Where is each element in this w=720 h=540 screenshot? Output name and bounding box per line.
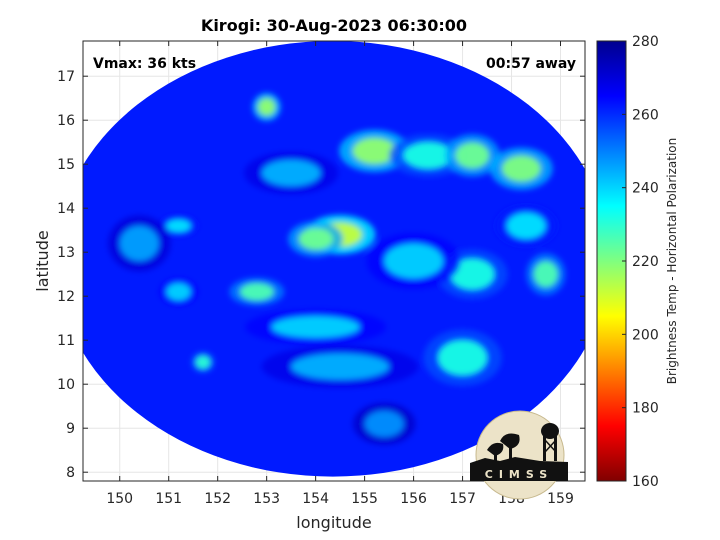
brightness-feature-core <box>166 219 191 233</box>
y-axis-label: latitude <box>33 230 52 291</box>
x-tick-label: 156 <box>400 491 427 507</box>
y-tick-label: 11 <box>57 333 75 349</box>
brightness-feature-core <box>298 228 333 250</box>
x-tick-label: 153 <box>253 491 280 507</box>
brightness-feature-core <box>291 353 390 380</box>
colorbar-tick-label: 280 <box>632 34 659 50</box>
colorbar-tick-label: 260 <box>632 107 659 123</box>
x-tick-label: 157 <box>449 491 476 507</box>
x-tick-label: 159 <box>547 491 574 507</box>
colorbar-label: Brightness Temp - Horizontal Polarizatio… <box>665 138 679 385</box>
brightness-feature-core <box>271 316 360 338</box>
x-tick-label: 155 <box>351 491 378 507</box>
y-tick-label: 12 <box>57 289 75 305</box>
y-tick-label: 14 <box>57 201 75 217</box>
y-tick-label: 15 <box>57 157 75 173</box>
x-axis-label: longitude <box>296 513 371 532</box>
brightness-feature-core <box>239 283 275 301</box>
colorbar-tick-label: 200 <box>632 327 659 343</box>
brightness-feature-core <box>119 225 159 261</box>
brightness-feature-core <box>261 159 321 187</box>
vmax-annotation: Vmax: 36 kts <box>93 56 196 72</box>
y-tick-label: 10 <box>57 377 75 393</box>
brightness-feature-core <box>506 212 546 239</box>
brightness-feature-core <box>364 410 404 437</box>
y-tick-label: 16 <box>57 113 75 129</box>
brightness-feature-core <box>257 98 276 116</box>
chart-title: Kirogi: 30-Aug-2023 06:30:00 <box>201 16 467 35</box>
brightness-feature-core <box>384 243 443 279</box>
colorbar-ticks: 160 180 200 220 240 260 280 <box>622 34 659 490</box>
brightness-features <box>107 92 566 445</box>
y-tick-label: 13 <box>57 245 75 261</box>
x-tick-label: 150 <box>106 491 133 507</box>
x-axis-ticks: 150 151 152 153 154 155 156 157 158 159 <box>106 41 574 507</box>
cimss-logo-text: CIMSS <box>485 468 553 481</box>
brightness-feature-core <box>195 355 211 369</box>
colorbar-tick-label: 220 <box>632 254 659 270</box>
y-tick-label: 8 <box>66 465 75 481</box>
colorbar-tick-label: 240 <box>632 181 659 197</box>
colorbar-tick-label: 180 <box>632 401 659 417</box>
x-tick-label: 154 <box>302 491 329 507</box>
brightness-feature-core <box>438 340 488 376</box>
cimss-logo: CIMSS <box>470 410 568 500</box>
brightness-feature-core <box>533 261 559 288</box>
brightness-feature-core <box>450 258 495 290</box>
brightness-feature-core <box>501 155 541 182</box>
brightness-feature-core <box>166 283 191 301</box>
time-offset-annotation: 00:57 away <box>486 56 576 72</box>
x-tick-label: 151 <box>155 491 182 507</box>
y-tick-label: 9 <box>66 421 75 437</box>
colorbar-gradient <box>596 40 627 482</box>
brightness-feature-core <box>403 142 453 169</box>
y-axis-ticks: 8 9 10 11 12 13 14 15 16 17 <box>57 69 585 481</box>
brightness-feature-core <box>352 137 397 165</box>
plot-frame <box>82 40 586 482</box>
y-tick-label: 17 <box>57 69 75 85</box>
x-tick-label: 152 <box>204 491 231 507</box>
colorbar: 160 180 200 220 240 260 280 Brightness Temp - … <box>596 34 679 490</box>
brightness-feature-core <box>455 142 490 169</box>
colorbar-tick-label: 160 <box>632 474 659 490</box>
